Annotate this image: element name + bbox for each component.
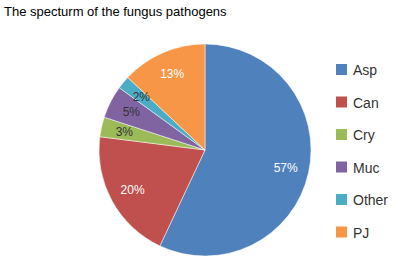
legend-label: Muc: [353, 160, 379, 176]
pie-slice: [128, 44, 205, 150]
data-label: 57%: [274, 161, 298, 175]
legend-swatch: [336, 227, 347, 238]
data-label: 3%: [116, 125, 134, 139]
legend-swatch: [336, 129, 347, 140]
legend-label: Can: [353, 95, 379, 111]
data-labels: 57% 20% 3% 5%2% 13%: [116, 67, 298, 197]
chart: The specturm of the fungus pathogens 57% 2…: [0, 0, 400, 277]
pie-slice: [99, 137, 205, 246]
legend-label: PJ: [353, 225, 369, 241]
data-label: 20%: [121, 183, 145, 197]
legend: Asp Can Cry Muc Other PJ: [336, 62, 388, 241]
legend-swatch: [336, 64, 347, 75]
title: The specturm of the fungus pathogens: [4, 4, 227, 19]
legend-label: Asp: [353, 62, 377, 78]
data-label: 13%: [160, 67, 184, 81]
data-label: 5%: [123, 105, 141, 119]
legend-swatch: [336, 162, 347, 173]
pie: [99, 44, 311, 256]
data-label: 2%: [133, 90, 151, 104]
legend-swatch: [336, 194, 347, 205]
legend-swatch: [336, 97, 347, 108]
legend-label: Other: [353, 192, 388, 208]
legend-label: Cry: [353, 127, 375, 143]
